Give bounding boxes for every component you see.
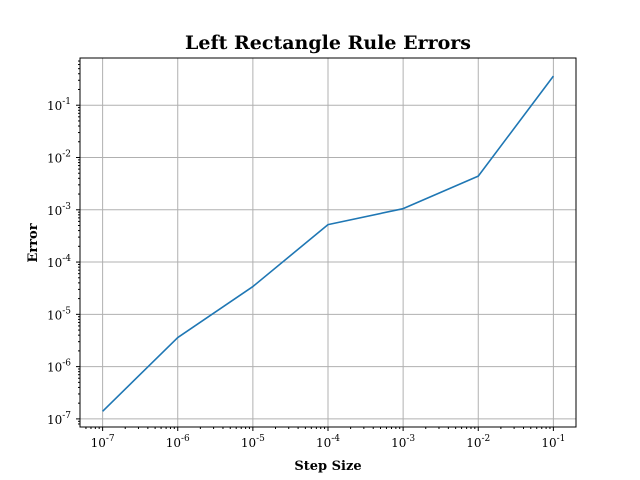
y-tick-label-base: 10: [47, 204, 62, 218]
x-tick-label-base: 10: [466, 436, 481, 450]
x-tick-label: 10-6: [166, 434, 190, 450]
x-tick-label: 10-5: [241, 434, 265, 450]
x-tick-label-base: 10: [241, 436, 256, 450]
y-tick-label: 10-6: [47, 359, 71, 375]
y-tick-label-exponent: -4: [62, 254, 71, 264]
x-tick-label-exponent: -2: [482, 434, 491, 444]
y-tick-label-base: 10: [47, 256, 62, 270]
x-tick-label-base: 10: [391, 436, 406, 450]
y-tick-label-exponent: -5: [62, 306, 71, 316]
grid-layer: [80, 58, 576, 427]
x-tick-label: 10-1: [541, 434, 565, 450]
y-tick-label: 10-7: [47, 411, 71, 427]
error-series-line: [102, 75, 555, 412]
x-tick-label-exponent: -3: [406, 434, 415, 444]
y-tick-label-exponent: -7: [62, 411, 71, 421]
x-tick-label-base: 10: [91, 436, 106, 450]
x-tick-label-base: 10: [166, 436, 181, 450]
series-layer: [102, 75, 555, 412]
y-tick-label: 10-2: [47, 149, 71, 165]
y-tick-label-exponent: -2: [62, 149, 71, 159]
y-tick-label-base: 10: [47, 413, 62, 427]
x-tick-label: 10-4: [316, 434, 340, 450]
y-tick-label-base: 10: [47, 151, 62, 165]
x-tick-label: 10-2: [466, 434, 490, 450]
y-tick-label-base: 10: [47, 361, 62, 375]
x-axis-label: Step Size: [294, 459, 361, 474]
x-tick-label-exponent: -7: [106, 434, 115, 444]
y-tick-label-exponent: -3: [62, 202, 71, 212]
x-tick-label-exponent: -1: [557, 434, 566, 444]
chart-title: Left Rectangle Rule Errors: [185, 32, 471, 54]
y-tick-label: 10-3: [47, 202, 71, 218]
y-axis-label: Error: [26, 223, 41, 262]
x-tick-label-exponent: -5: [256, 434, 265, 444]
x-tick-label: 10-7: [91, 434, 115, 450]
x-tick-label-base: 10: [541, 436, 556, 450]
y-tick-label-base: 10: [47, 308, 62, 322]
y-tick-label-exponent: -1: [62, 97, 71, 107]
x-tick-label: 10-3: [391, 434, 415, 450]
tick-layer: 10-7 10-6 10-5 10-4 10-3 10-2 10-110-710-610-5…: [47, 60, 565, 450]
y-tick-label-base: 10: [47, 99, 62, 113]
x-tick-label-exponent: -4: [331, 434, 340, 444]
x-tick-label-exponent: -6: [181, 434, 190, 444]
y-tick-label: 10-1: [47, 97, 71, 113]
x-tick-label-base: 10: [316, 436, 331, 450]
y-tick-label: 10-5: [47, 306, 71, 322]
y-tick-label: 10-4: [47, 254, 71, 270]
y-tick-label-exponent: -6: [62, 359, 71, 369]
